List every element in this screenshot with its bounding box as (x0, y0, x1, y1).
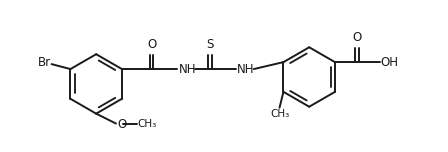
Text: CH₃: CH₃ (270, 109, 289, 119)
Text: S: S (207, 38, 214, 51)
Text: Br: Br (38, 56, 51, 69)
Text: O: O (117, 118, 126, 131)
Text: O: O (147, 38, 156, 51)
Text: OH: OH (380, 56, 399, 69)
Text: NH: NH (237, 63, 254, 76)
Text: CH₃: CH₃ (138, 119, 157, 129)
Text: NH: NH (178, 63, 196, 76)
Text: O: O (352, 31, 362, 44)
